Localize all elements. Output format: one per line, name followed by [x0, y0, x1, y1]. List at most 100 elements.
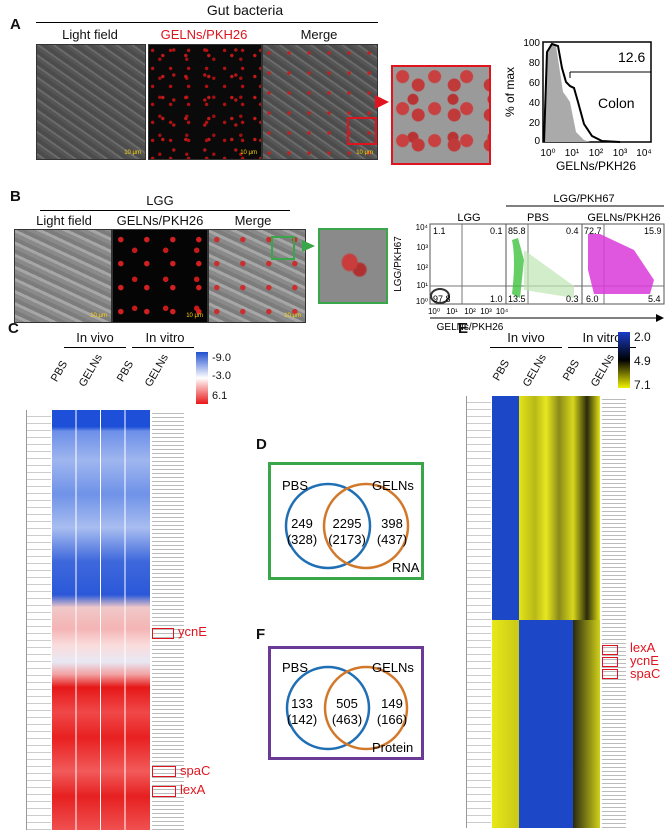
- flow-quad-value: 0.4: [566, 226, 579, 236]
- venn-type: Protein: [372, 740, 413, 755]
- gene-box: [152, 786, 176, 797]
- panel-c-group-invitro: In vitro: [145, 330, 185, 345]
- flow-col-lgg: LGG: [457, 212, 480, 224]
- flow-scatter: [524, 250, 574, 298]
- flow-xtick: 10⁰: [428, 307, 440, 316]
- col-label: GELNs: [76, 352, 105, 389]
- zoom-box: [271, 236, 295, 260]
- panel-a-header: Gut bacteria: [206, 2, 284, 18]
- panel-e-col-2: GELNs: [521, 345, 553, 389]
- legend-value: 4.9: [634, 354, 651, 368]
- flow-xtick: 10⁴: [496, 307, 509, 316]
- panel-b-header: LGG: [146, 193, 174, 208]
- legend-value: 6.1: [212, 390, 228, 402]
- gene-label-ycne: ycnE: [178, 624, 207, 639]
- panel-a-lightfield-image: 10 μm: [36, 44, 146, 160]
- flow-cluster: [512, 238, 524, 298]
- panel-e-dendrogram: [466, 396, 491, 828]
- venn-frame: [268, 646, 424, 760]
- venn-label-left: PBS: [282, 660, 308, 675]
- venn-both: 2295: [333, 516, 362, 531]
- hist-ytick: 40: [529, 98, 541, 109]
- flow-quad-value: 97.8: [433, 294, 451, 304]
- hist-tissue: Colon: [598, 95, 635, 111]
- panel-b-gelns-image: 10 μm: [112, 229, 208, 323]
- gene-box: [152, 628, 174, 639]
- flow-quad-value: 6.0: [586, 294, 599, 304]
- panel-c-col-2: GELNs: [77, 345, 109, 389]
- panel-e-group-invivo: In vivo: [507, 330, 545, 345]
- hist-ytick: 0: [534, 136, 540, 147]
- zoom-arrow-icon: [375, 95, 389, 109]
- venn-only-left-prev: (328): [287, 532, 317, 547]
- panel-b-zoom-image: [318, 228, 388, 304]
- flow-quad-value: 1.1: [433, 226, 446, 236]
- panel-b-col-gelns: GELNs/PKH26: [116, 213, 204, 228]
- gene-box: [602, 657, 618, 667]
- venn-circle-gelns: [323, 665, 409, 751]
- panel-b-col-merge: Merge: [234, 213, 272, 228]
- scale-bar-label: 10 μm: [90, 313, 107, 319]
- panel-c-dendrogram: [26, 410, 51, 830]
- hist-ytick: 20: [529, 118, 541, 129]
- panel-e-group-invitro: In vitro: [582, 330, 622, 345]
- panel-a-col-gelns: GELNs/PKH26: [160, 27, 248, 42]
- panel-c-group-invivo: In vivo: [76, 330, 114, 345]
- scale-bar-label: 10 μm: [124, 150, 141, 156]
- panel-b-letter: B: [10, 188, 21, 205]
- flow-xtick: 10²: [464, 307, 476, 316]
- panel-a-zoom-image: [391, 65, 491, 165]
- col-label: PBS: [560, 357, 583, 383]
- panel-e-col-1: PBS: [491, 339, 523, 383]
- panel-c-col-4: GELNs: [143, 345, 175, 389]
- flow-plot-lgg: [429, 223, 507, 305]
- panel-c-group-line: [132, 347, 194, 348]
- col-label: PBS: [48, 358, 71, 384]
- panel-e-letter: E: [458, 320, 469, 337]
- hist-ytick: 60: [529, 78, 541, 89]
- flow-cluster: [430, 288, 450, 304]
- flow-col-gelns: GELNs/PKH26: [587, 212, 660, 224]
- flow-ylabel: LGG/PKH67: [393, 236, 404, 292]
- venn-label-right: GELNs: [372, 478, 414, 493]
- gene-label-lexa: lexA: [180, 782, 206, 797]
- hist-control-fill: [544, 44, 590, 142]
- panel-a-gelns-image: 10 μm: [148, 44, 262, 160]
- scale-bar-label: 10 μm: [240, 150, 257, 156]
- panel-b-flow-plots: LGG/PKH67 LGG PBS GELNs/PKH26 LGG/PKH67 …: [393, 193, 665, 330]
- venn-only-right: 149: [381, 696, 403, 711]
- venn-both: 505: [336, 696, 358, 711]
- panel-a-histogram: % of max 100 80 60 40 20 0 12.6 Colon 10…: [503, 38, 652, 172]
- panel-b-merge-image: 10 μm: [208, 229, 306, 323]
- venn-only-right-prev: (166): [377, 712, 407, 727]
- scale-bar-label: 10 μm: [186, 313, 203, 319]
- flow-ytick: 10¹: [416, 281, 428, 290]
- panel-e-group-line: [568, 347, 636, 348]
- gene-box: [602, 645, 618, 655]
- panel-e-gene-list: [602, 396, 626, 828]
- hist-ytick: 100: [523, 38, 540, 49]
- scale-bar-label: 10 μm: [284, 313, 301, 319]
- hist-xtick: 10⁴: [636, 148, 651, 159]
- venn-both-prev: (2173): [328, 532, 366, 547]
- hist-ytick: 80: [529, 58, 541, 69]
- panel-d-letter: D: [256, 436, 267, 453]
- hist-ylabel: % of max: [503, 67, 517, 117]
- venn-label-left: PBS: [282, 478, 308, 493]
- gene-box: [152, 766, 176, 777]
- gene-label-lexa: lexA: [630, 640, 656, 655]
- venn-type: RNA: [392, 560, 420, 575]
- col-label: GELNs: [520, 352, 549, 389]
- gene-box: [602, 669, 618, 679]
- zoom-box: [347, 117, 377, 145]
- hist-value: 12.6: [618, 49, 645, 65]
- panel-c-group-line: [64, 347, 126, 348]
- flow-quad-value: 0.3: [566, 294, 579, 304]
- legend-value: 2.0: [634, 330, 651, 344]
- flow-col-pbs: PBS: [527, 212, 549, 224]
- venn-circle-gelns: [322, 482, 410, 570]
- flow-quad-value: 5.4: [648, 294, 661, 304]
- flow-ytick: 10³: [416, 243, 428, 252]
- flow-cluster: [588, 234, 654, 294]
- hist-xtick: 10¹: [565, 148, 580, 159]
